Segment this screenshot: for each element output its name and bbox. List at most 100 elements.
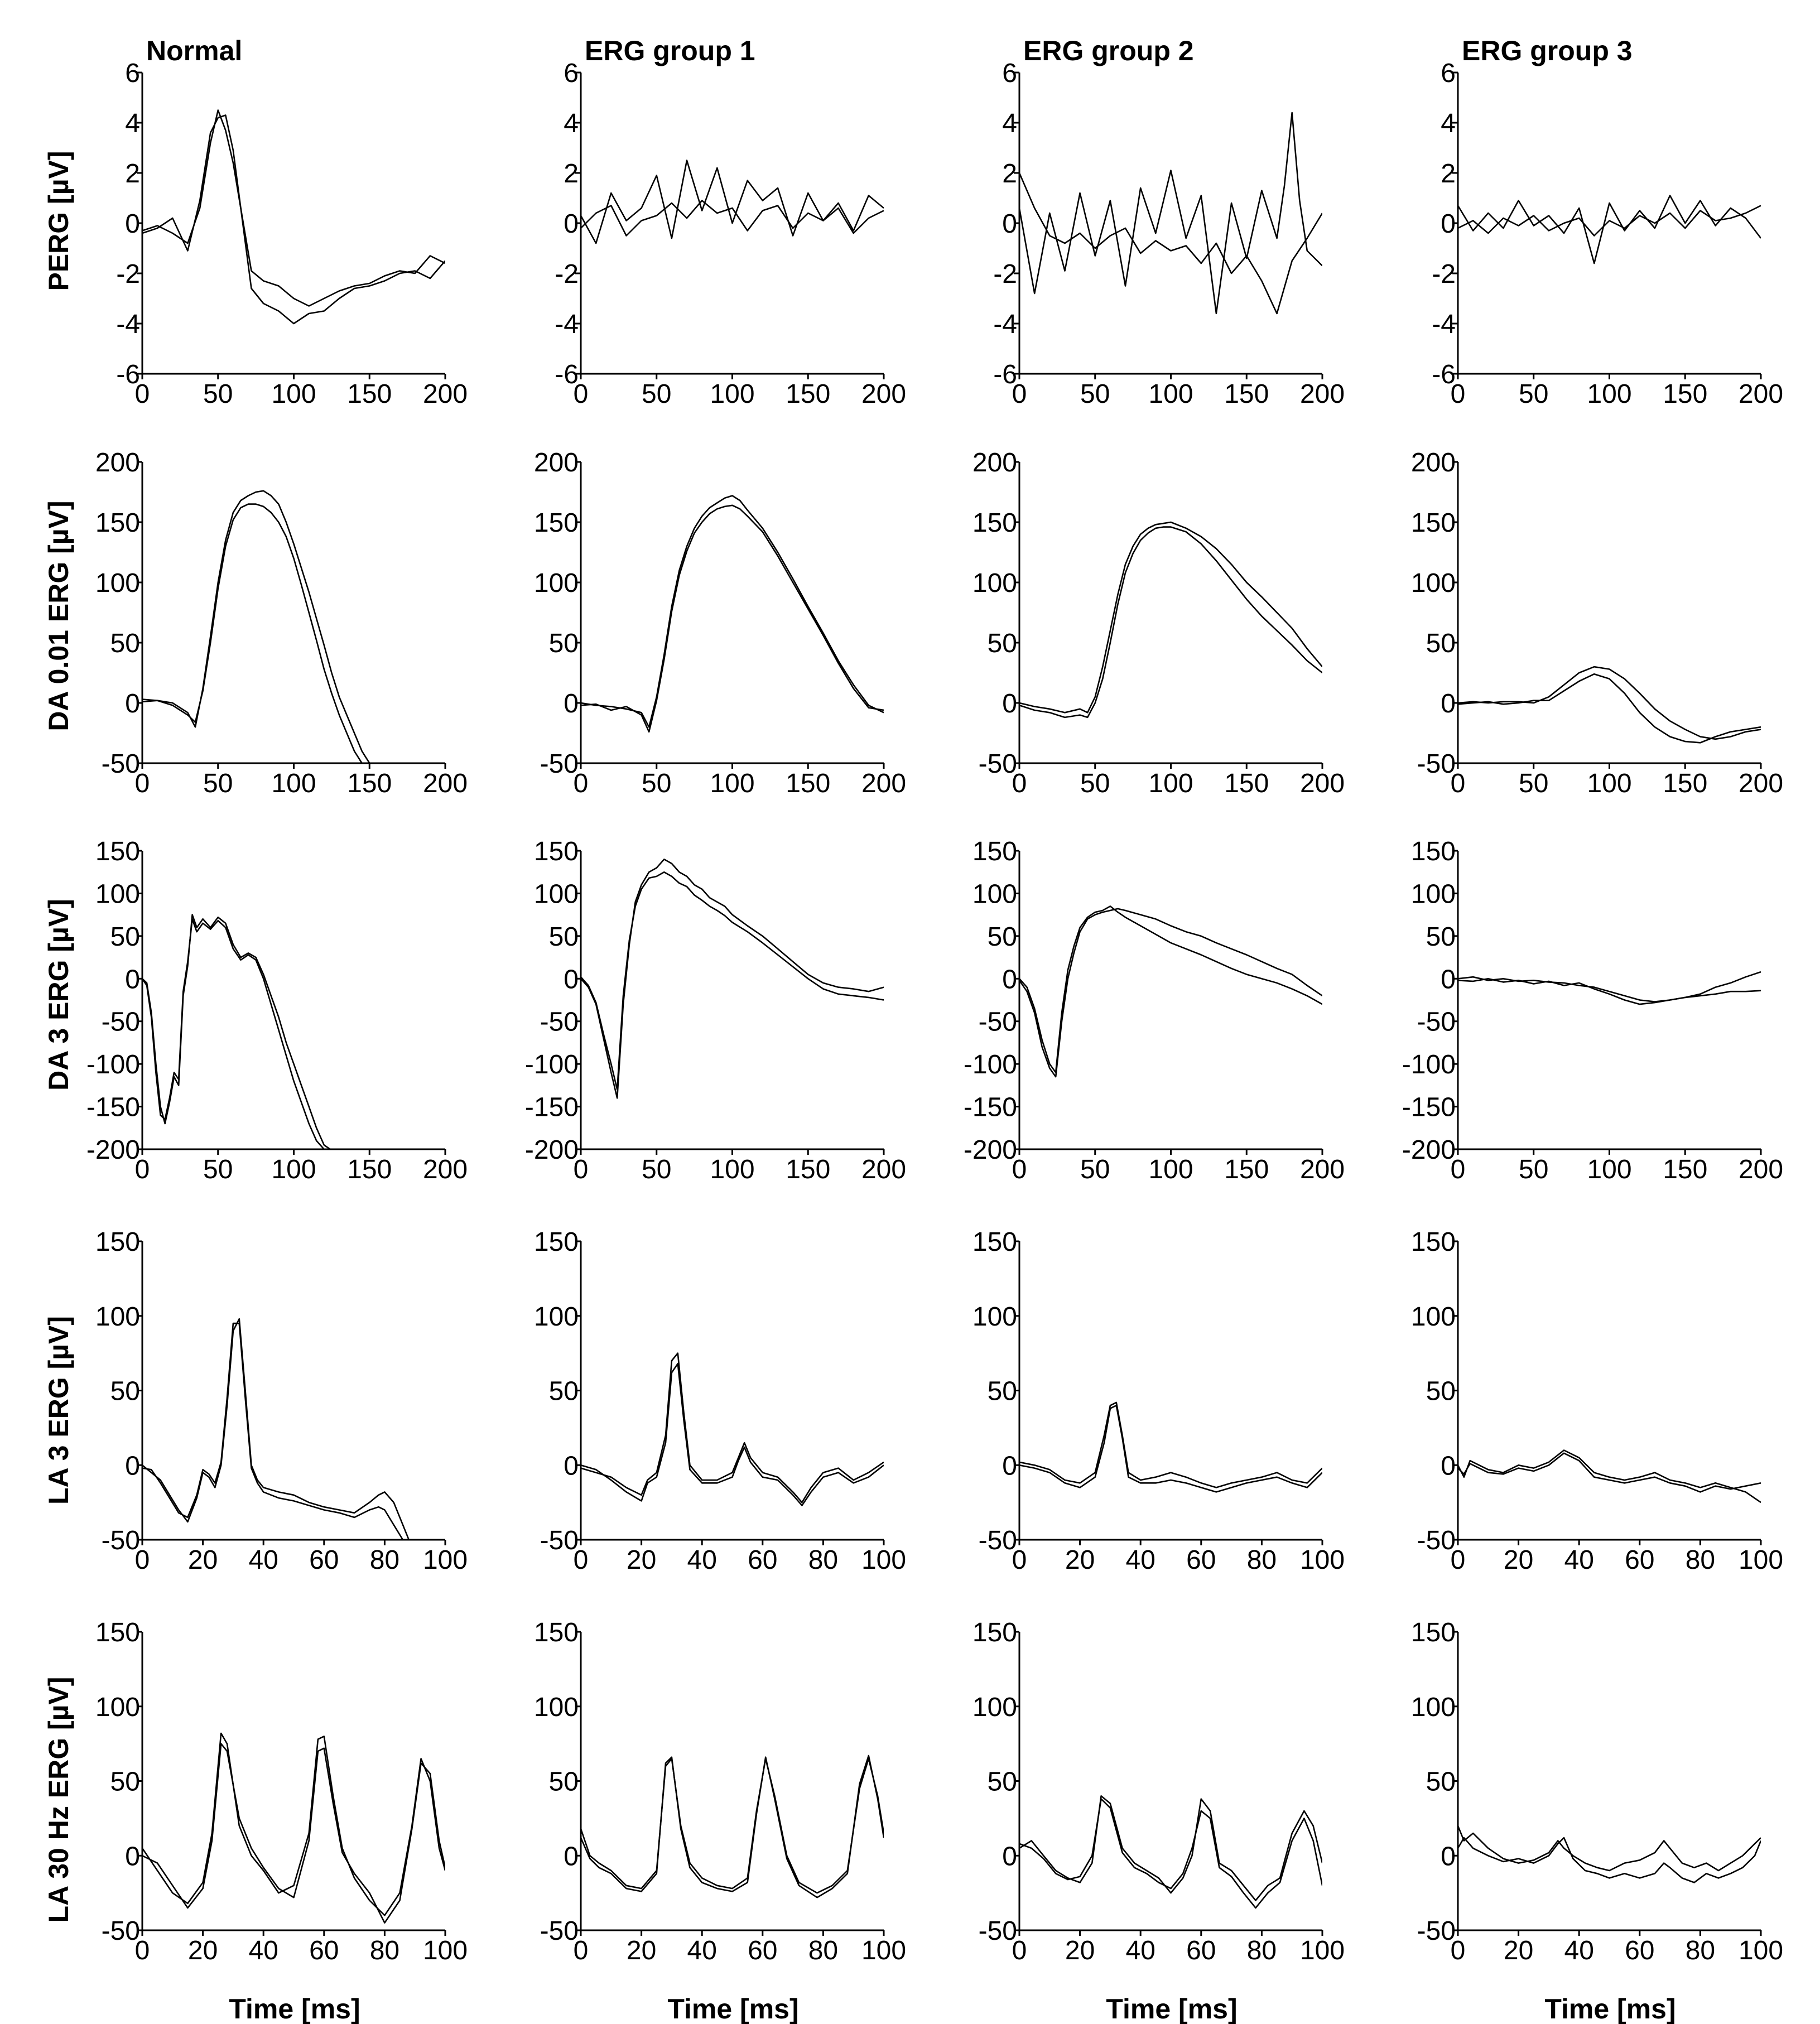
x-tick-label: 100: [861, 1545, 906, 1575]
x-tick-label: 200: [1300, 769, 1345, 798]
trace-line-1: [1019, 521, 1322, 714]
x-tick-label: 0: [135, 1545, 150, 1575]
y-tick-label: 50: [1426, 1377, 1456, 1406]
y-tick-label: -50: [1417, 749, 1456, 779]
x-tick-label: 60: [1625, 1936, 1654, 1965]
x-tick-label: 0: [1012, 379, 1027, 409]
x-tick-label: 60: [748, 1936, 777, 1965]
x-tick-label: 150: [1663, 379, 1707, 409]
x-tick-label: 0: [1451, 769, 1466, 798]
x-tick-label: 100: [1587, 1155, 1631, 1184]
x-axis-label-normal: Time [ms]: [229, 1993, 360, 2024]
y-tick-label: 0: [564, 689, 579, 719]
y-tick-label: 100: [1411, 879, 1456, 909]
x-tick-label: 50: [1519, 1155, 1548, 1184]
x-tick-label: 40: [687, 1545, 717, 1575]
y-tick-label: 0: [1002, 209, 1017, 239]
x-tick-label: 150: [1663, 769, 1707, 798]
x-tick-label: 100: [1739, 1545, 1783, 1575]
trace-line-2: [142, 503, 363, 764]
y-tick-label: -150: [525, 1093, 579, 1122]
y-tick-label: 150: [534, 837, 579, 866]
y-tick-label: 100: [1411, 1302, 1456, 1332]
traces: [142, 1318, 410, 1540]
panel-r2-c2: -200 -150 -100 -50 0 50 100 150 0 50 100 150 200: [964, 837, 1345, 1184]
panel-r0-c0: -6 -4 -2 0 2 4 6 0 50 100 150 200: [116, 59, 468, 409]
y-tick-label: -50: [979, 1526, 1017, 1555]
x-tick-label: 100: [423, 1936, 468, 1965]
y-tick-label: -2: [993, 259, 1017, 289]
x-tick-label: 40: [687, 1936, 717, 1965]
traces: [1019, 1795, 1322, 1909]
x-tick-label: 40: [1126, 1936, 1155, 1965]
traces: [142, 109, 445, 325]
y-tick-label: 0: [125, 1451, 140, 1481]
traces: [581, 1352, 884, 1506]
x-tick-label: 150: [1224, 379, 1269, 409]
y-tick-label: 0: [125, 965, 140, 994]
y-tick-label: -100: [86, 1050, 140, 1080]
x-tick-label: 80: [1247, 1545, 1277, 1575]
trace-line-2: [581, 1755, 884, 1898]
x-tick-label: 150: [786, 379, 830, 409]
x-tick-label: 200: [1300, 379, 1345, 409]
y-tick-label: 50: [988, 629, 1017, 658]
y-tick-label: 4: [1002, 109, 1017, 138]
x-tick-label: 100: [271, 1155, 316, 1184]
x-tick-label: 0: [574, 1545, 589, 1575]
x-tick-label: 60: [309, 1936, 339, 1965]
y-tick-label: -4: [1432, 310, 1456, 339]
row-label-da-001-erg: DA 0.01 ERG [µV]: [43, 500, 74, 731]
x-tick-label: 50: [642, 379, 671, 409]
y-tick-label: -50: [979, 1008, 1017, 1037]
y-tick-label: 2: [564, 159, 579, 189]
x-tick-label: 200: [1739, 379, 1783, 409]
x-tick-label: 100: [271, 769, 316, 798]
y-tick-label: 0: [125, 1842, 140, 1871]
y-tick-label: 150: [1411, 837, 1456, 866]
traces: [581, 859, 884, 1099]
y-tick-label: 200: [1411, 448, 1456, 478]
y-tick-label: 100: [95, 1302, 140, 1332]
x-tick-label: 100: [1739, 1936, 1783, 1965]
y-tick-label: 0: [1441, 209, 1456, 239]
y-tick-label: -100: [1402, 1050, 1456, 1080]
trace-line-2: [581, 504, 884, 733]
traces: [1019, 905, 1322, 1078]
y-tick-label: 50: [988, 1377, 1017, 1406]
y-tick-label: 150: [95, 1227, 140, 1257]
y-tick-label: -200: [1402, 1135, 1456, 1165]
trace-line-1: [142, 109, 445, 307]
x-tick-label: 0: [135, 1155, 150, 1184]
y-tick-label: 6: [125, 59, 140, 88]
x-tick-label: 80: [370, 1545, 399, 1575]
x-tick-label: 50: [1519, 379, 1548, 409]
y-tick-label: 0: [564, 1842, 579, 1871]
y-tick-label: -50: [540, 1008, 579, 1037]
x-tick-label: 20: [1065, 1936, 1095, 1965]
y-tick-label: 0: [1441, 965, 1456, 994]
y-tick-label: 4: [125, 109, 140, 138]
x-tick-label: 0: [135, 1936, 150, 1965]
y-tick-label: 2: [125, 159, 140, 189]
x-tick-label: 50: [642, 769, 671, 798]
y-tick-label: -200: [964, 1135, 1017, 1165]
x-tick-label: 0: [1012, 1545, 1027, 1575]
y-tick-label: -2: [555, 259, 579, 289]
x-tick-label: 0: [1012, 769, 1027, 798]
y-tick-label: 50: [549, 629, 579, 658]
x-axis-label-erg-group-3: Time [ms]: [1544, 1993, 1675, 2024]
row-label-la-3-erg: LA 3 ERG [µV]: [43, 1316, 74, 1505]
y-tick-label: 150: [972, 837, 1017, 866]
x-tick-label: 50: [203, 769, 233, 798]
y-tick-label: 100: [534, 1693, 579, 1722]
y-tick-label: 0: [1002, 965, 1017, 994]
y-tick-label: -150: [86, 1093, 140, 1122]
y-tick-label: 0: [564, 1451, 579, 1481]
y-tick-label: -200: [525, 1135, 579, 1165]
row-label-perg: PERG [µV]: [43, 151, 74, 291]
